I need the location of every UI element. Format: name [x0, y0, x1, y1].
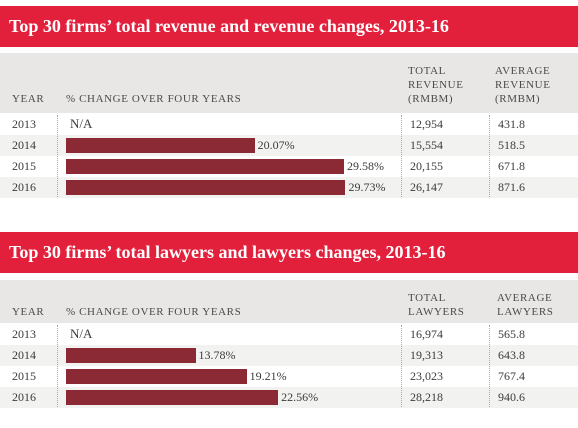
- table-row: 2013 N/A 16,974 565.8: [0, 324, 578, 345]
- year-label: 2014: [12, 348, 36, 362]
- change-label: 29.58%: [347, 159, 385, 173]
- change-label: 13.78%: [198, 348, 236, 362]
- col-header-total-line: LAWYERS: [408, 306, 465, 318]
- average-value: 565.8: [498, 327, 525, 341]
- average-value: 518.5: [498, 138, 525, 152]
- col-header-change: % CHANGE OVER FOUR YEARS: [66, 93, 242, 105]
- total-value: 15,554: [410, 138, 443, 152]
- table-row: 2015 19.21% 23,023 767.4: [0, 366, 578, 387]
- change-label: N/A: [70, 116, 93, 131]
- col-header-total-line: REVENUE: [408, 79, 464, 91]
- col-header-average: AVERAGE LAWYERS: [497, 291, 553, 319]
- table-row: 2013 N/A 12,954 431.8: [0, 114, 578, 135]
- total-value: 23,023: [410, 369, 443, 383]
- change-bar: [66, 348, 196, 363]
- col-header-year: YEAR: [12, 93, 45, 105]
- year-label: 2013: [12, 117, 36, 131]
- revenue-table: Top 30 firms’ total revenue and revenue …: [0, 6, 578, 201]
- col-header-total: TOTAL LAWYERS: [408, 291, 464, 319]
- average-value: 767.4: [498, 369, 525, 383]
- table-row: 2014 20.07% 15,554 518.5: [0, 135, 578, 156]
- total-value: 26,147: [410, 180, 443, 194]
- col-header-average-line: (RMBM): [495, 93, 541, 105]
- table-row: 2014 13.78% 19,313 643.8: [0, 345, 578, 366]
- lawyers-table: Top 30 firms’ total lawyers and lawyers …: [0, 232, 578, 428]
- average-value: 671.8: [498, 159, 525, 173]
- total-value: 12,954: [410, 117, 443, 131]
- header-background: [0, 53, 578, 113]
- change-bar: [66, 390, 279, 405]
- col-header-average: AVERAGE REVENUE (RMBM): [495, 64, 551, 106]
- year-label: 2014: [12, 138, 36, 152]
- col-header-average-line: AVERAGE: [497, 292, 553, 304]
- col-header-average-line: REVENUE: [495, 79, 551, 91]
- col-header-year: YEAR: [12, 306, 45, 318]
- col-header-average-line: AVERAGE: [495, 65, 551, 77]
- column-divider: [57, 325, 58, 407]
- table-title: Top 30 firms’ total lawyers and lawyers …: [0, 232, 578, 273]
- table-row: 2016 22.56% 28,218 940.6: [0, 387, 578, 408]
- change-label: 22.56%: [281, 390, 319, 404]
- change-label: 29.73%: [348, 180, 386, 194]
- table-title: Top 30 firms’ total revenue and revenue …: [0, 6, 578, 47]
- average-value: 940.6: [498, 390, 525, 404]
- average-value: 643.8: [498, 348, 525, 362]
- col-header-total-line: (RMBM): [408, 93, 454, 105]
- change-label: N/A: [70, 326, 93, 341]
- average-value: 431.8: [498, 117, 525, 131]
- year-label: 2015: [12, 159, 36, 173]
- year-label: 2013: [12, 327, 36, 341]
- col-header-change: % CHANGE OVER FOUR YEARS: [66, 306, 242, 318]
- column-divider: [489, 325, 490, 407]
- change-label: 20.07%: [257, 138, 295, 152]
- col-header-average-line: LAWYERS: [497, 306, 554, 318]
- header-background: [0, 280, 578, 323]
- year-label: 2015: [12, 369, 36, 383]
- change-label: 19.21%: [249, 369, 287, 383]
- year-label: 2016: [12, 180, 36, 194]
- col-header-total: TOTAL REVENUE (RMBM): [408, 64, 464, 106]
- year-label: 2016: [12, 390, 36, 404]
- column-divider: [401, 115, 402, 197]
- table-row: 2015 29.58% 20,155 671.8: [0, 156, 578, 177]
- table-row: 2016 29.73% 26,147 871.6: [0, 177, 578, 198]
- change-bar: [66, 159, 345, 174]
- average-value: 871.6: [498, 180, 525, 194]
- column-divider: [57, 115, 58, 197]
- col-header-total-line: TOTAL: [408, 292, 446, 304]
- change-bar: [66, 180, 346, 195]
- col-header-total-line: TOTAL: [408, 65, 446, 77]
- total-value: 28,218: [410, 390, 443, 404]
- change-bar: [66, 138, 255, 153]
- column-divider: [489, 115, 490, 197]
- total-value: 16,974: [410, 327, 443, 341]
- total-value: 19,313: [410, 348, 443, 362]
- change-bar: [66, 369, 247, 384]
- column-divider: [401, 325, 402, 407]
- total-value: 20,155: [410, 159, 443, 173]
